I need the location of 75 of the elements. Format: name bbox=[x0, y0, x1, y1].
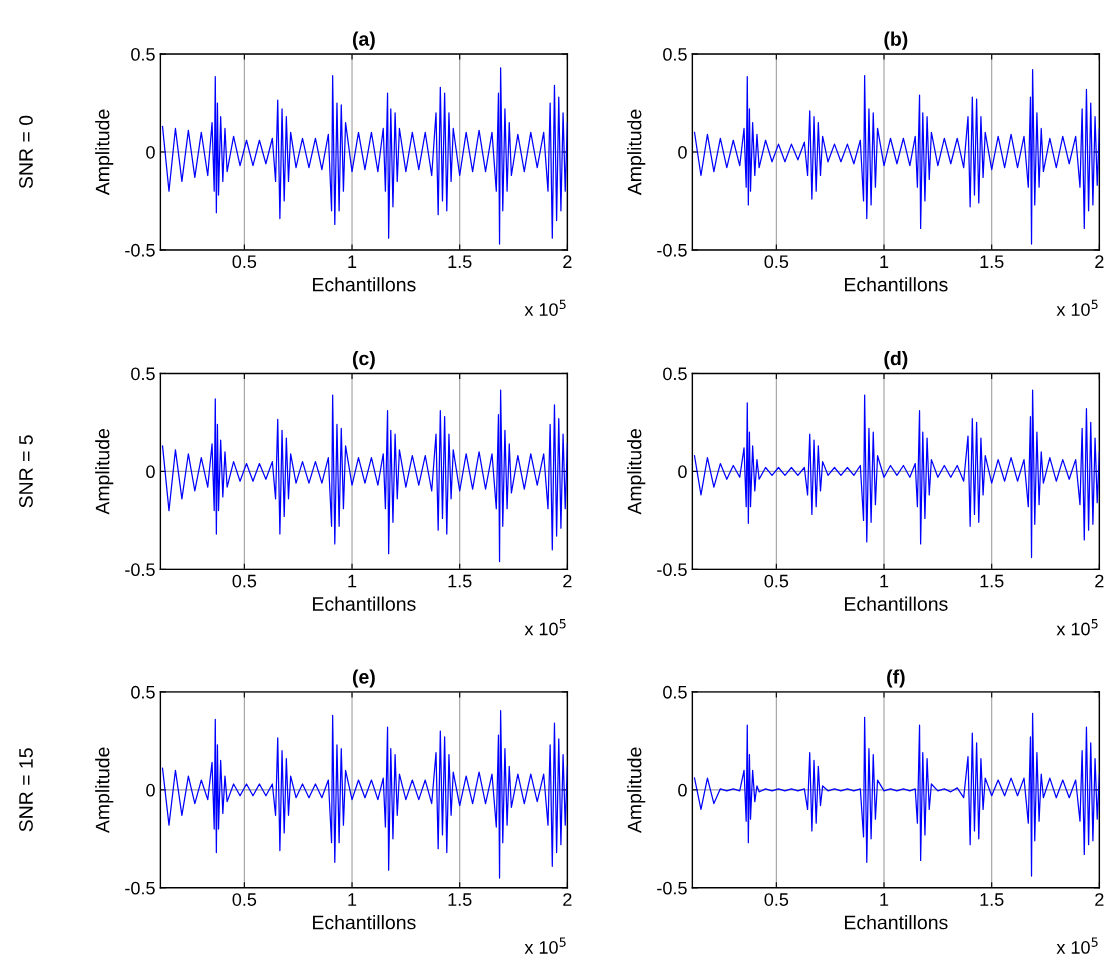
x-axis-title: Echantillons bbox=[313, 277, 416, 292]
chart-title: (a) bbox=[352, 31, 375, 50]
y-tick-label: 0 bbox=[146, 465, 155, 479]
chart-title: (f) bbox=[887, 669, 905, 688]
x-axis-title: Echantillons bbox=[845, 596, 948, 611]
x-tick-label: 0.5 bbox=[232, 893, 257, 906]
x-tick-label: 2 bbox=[563, 574, 572, 588]
y-tick-label: -0.5 bbox=[125, 243, 155, 257]
x-tick-label: 1 bbox=[348, 893, 357, 906]
x-tick-label: 1.5 bbox=[980, 574, 1004, 588]
y-tick-label: 0 bbox=[678, 465, 687, 479]
line-series bbox=[693, 389, 1100, 559]
x-tick-label: 1 bbox=[880, 574, 889, 588]
x-axis-title: Echantillons bbox=[313, 596, 416, 611]
x-tick-label: 1.5 bbox=[448, 574, 472, 588]
text: x 10$^{5}$ bbox=[1056, 619, 1098, 636]
text: x 10$^{5}$ bbox=[524, 299, 566, 316]
text: x 10$^{5}$ bbox=[524, 937, 566, 954]
x-axis-title: Echantillons bbox=[313, 915, 416, 930]
y-tick-label: 0 bbox=[678, 783, 687, 797]
y-tick-label: -0.5 bbox=[125, 563, 155, 577]
x-tick-label: 0.5 bbox=[764, 255, 789, 269]
y-axis-title: Amplitude bbox=[95, 429, 114, 515]
x-tick-label: 1.5 bbox=[980, 893, 1004, 906]
text: x 10$^{5}$ bbox=[1056, 937, 1098, 954]
x-tick-label: 2 bbox=[563, 255, 572, 268]
y-tick-label: 0.5 bbox=[131, 367, 155, 381]
x-tick-label: 1 bbox=[880, 893, 889, 906]
text: x 10$^{5}$ bbox=[524, 619, 566, 636]
y-tick-label: -0.5 bbox=[657, 563, 687, 577]
x-tick-label: 0.5 bbox=[232, 574, 257, 588]
x-tick-label: 1.5 bbox=[980, 255, 1004, 269]
y-tick-label: 0.5 bbox=[663, 685, 687, 699]
x-tick-label: 0.5 bbox=[764, 893, 789, 906]
y-tick-label: -0.5 bbox=[657, 243, 687, 257]
x-axis-title: Echantillons bbox=[845, 277, 948, 292]
text: x 10$^{5}$ bbox=[1056, 299, 1098, 316]
text: SNR = 0 bbox=[19, 115, 33, 189]
x-tick-label: 2 bbox=[563, 893, 572, 906]
y-tick-label: -0.5 bbox=[125, 881, 155, 895]
chart-title: (d) bbox=[884, 351, 908, 370]
y-tick-label: 0 bbox=[146, 145, 155, 159]
line-series bbox=[161, 67, 568, 245]
y-tick-label: 0.5 bbox=[663, 367, 687, 381]
x-axis-title: Echantillons bbox=[845, 915, 948, 930]
y-axis-title: Amplitude bbox=[627, 109, 646, 196]
y-axis-title: Amplitude bbox=[95, 109, 114, 196]
line-series bbox=[161, 389, 568, 563]
chart-title: (e) bbox=[352, 669, 375, 688]
x-tick-label: 2 bbox=[1095, 574, 1104, 588]
x-tick-label: 1 bbox=[348, 255, 357, 268]
line-series bbox=[161, 709, 568, 879]
text: SNR = 5 bbox=[19, 435, 33, 508]
chart-title: (b) bbox=[884, 31, 908, 50]
y-tick-label: -0.5 bbox=[657, 881, 687, 895]
x-tick-label: 1 bbox=[348, 574, 357, 588]
y-tick-label: 0.5 bbox=[663, 47, 687, 61]
x-tick-label: 1.5 bbox=[448, 893, 472, 906]
y-tick-label: 0.5 bbox=[131, 47, 155, 61]
x-tick-label: 0.5 bbox=[232, 255, 257, 269]
x-tick-label: 2 bbox=[1095, 255, 1104, 268]
x-tick-label: 1 bbox=[880, 255, 889, 268]
x-tick-label: 0.5 bbox=[764, 574, 789, 588]
text: SNR = 15 bbox=[19, 748, 33, 832]
line-series bbox=[693, 69, 1100, 245]
y-axis-title: Amplitude bbox=[627, 747, 646, 834]
x-tick-label: 1.5 bbox=[448, 255, 472, 269]
x-tick-label: 2 bbox=[1095, 893, 1104, 906]
chart-title: (c) bbox=[352, 351, 375, 370]
y-tick-label: 0.5 bbox=[131, 685, 155, 699]
y-axis-title: Amplitude bbox=[95, 747, 114, 834]
y-tick-label: 0 bbox=[146, 783, 155, 797]
line-series bbox=[693, 712, 1100, 877]
y-axis-title: Amplitude bbox=[627, 429, 646, 515]
y-tick-label: 0 bbox=[678, 145, 687, 159]
